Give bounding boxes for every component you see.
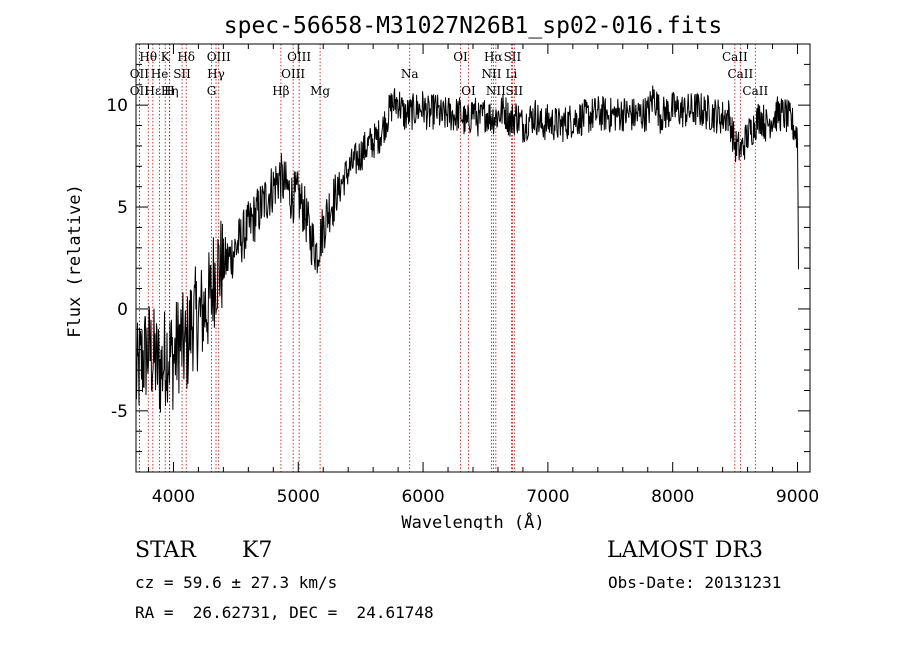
y-tick-label: 0 [117, 300, 128, 320]
spectral-line-label: H [164, 84, 174, 98]
x-axis-ticks: 4000 5000 6000 7000 8000 9000 [147, 44, 819, 507]
spectral-line-label: Hα [484, 50, 503, 64]
spectral-line-label: OIII [281, 67, 305, 81]
x-axis-label: Wavelength (Å) [401, 511, 544, 530]
spectral-line-label: Hγ [207, 67, 225, 81]
spectral-line-label: CaII [742, 84, 768, 98]
spectral-line-label: Li [506, 67, 518, 81]
spectral-line-label: CaII [722, 50, 748, 64]
x-tick-label: 8000 [651, 487, 694, 507]
y-tick-label: -5 [111, 402, 128, 422]
y-axis-ticks: -5 0 5 10 [106, 63, 810, 453]
object-class: STAR [135, 538, 196, 563]
chart-title: spec-56658-M31027N26B1_sp02-016.fits [224, 13, 723, 39]
spectral-line-label: Hε [145, 84, 162, 98]
x-tick-label: 4000 [152, 487, 195, 507]
spectrum-chart: spec-56658-M31027N26B1_sp02-016.fits Hθ O… [65, 13, 819, 530]
spectral-line-label: Mg [310, 84, 330, 98]
spectral-line-label: SII [505, 84, 523, 98]
spectral-line-label: NII [486, 84, 506, 98]
observation-date: Obs-Date: 20131231 [608, 573, 782, 592]
coordinates: RA = 26.62731, DEC = 24.61748 [135, 603, 434, 622]
spectrum-series-line [135, 85, 799, 413]
object-subclass: K7 [242, 538, 273, 563]
spectral-line-label: OI [461, 84, 476, 98]
x-tick-label: 6000 [401, 487, 444, 507]
spectral-line-label: OII [130, 84, 150, 98]
spectral-line-label: OIII [287, 50, 311, 64]
spectral-line-label: Hδ [177, 50, 195, 64]
spectral-line-label: Hθ [139, 50, 157, 64]
y-axis-label: Flux (relative) [65, 184, 85, 338]
spectral-line-label: NII [481, 67, 501, 81]
spectral-line-label: SII [173, 67, 191, 81]
redshift-cz: cz = 59.6 ± 27.3 km/s [135, 573, 338, 592]
spectral-line-label: Hη [161, 84, 179, 98]
x-tick-label: 5000 [277, 487, 320, 507]
spectral-line-label: Hβ [272, 84, 289, 98]
survey-name: LAMOST DR3 [607, 538, 763, 563]
spectral-line-label: OII [130, 67, 150, 81]
spectral-line-label: OIII [207, 50, 231, 64]
spectral-line-label: Na [401, 67, 419, 81]
y-tick-label: 5 [117, 198, 128, 218]
x-tick-label: 7000 [526, 487, 569, 507]
spectral-line-label: K [161, 50, 171, 64]
spectral-line-label: He [151, 67, 169, 81]
spectral-line-label: OI [453, 50, 468, 64]
spectral-line-label: G [207, 84, 217, 98]
spectral-line-label: CaII [727, 67, 753, 81]
spectral-line-label: SII [504, 50, 522, 64]
y-tick-label: 10 [106, 96, 128, 116]
x-tick-label: 9000 [776, 487, 819, 507]
